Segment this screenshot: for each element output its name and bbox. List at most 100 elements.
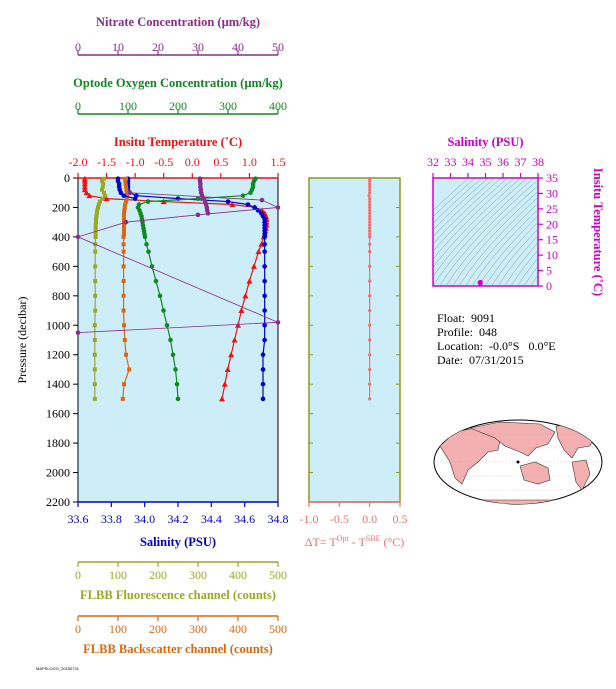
ts-y-tick-label: 35 (546, 171, 558, 185)
sigma-contour-line (433, 178, 528, 277)
delta-t-panel: -1.0 -0.5 0.0 0.5 ΔT= TOpt - TSBE (°C) (300, 177, 408, 549)
dt-point (368, 294, 372, 298)
backscatter-point (122, 205, 127, 210)
ts-y-tick-label: 15 (546, 233, 558, 247)
fluorescence-point (93, 229, 98, 234)
sigma-contour-line (471, 209, 538, 286)
profile-line: Profile: 048 (437, 325, 497, 340)
backscatter-point (121, 279, 126, 284)
nitrate-spikes-point (75, 234, 81, 240)
fluorescence-point (93, 293, 98, 298)
sigma-contour-line (465, 203, 538, 286)
salinity-point (225, 199, 231, 204)
fluorescence-point (93, 231, 98, 236)
salinity-point (260, 367, 266, 372)
fluorescence-point (102, 176, 106, 181)
salinity-tick-label: 34.0 (134, 512, 155, 526)
backscatter-tick-label: 300 (189, 622, 207, 636)
south-america-shape (571, 459, 591, 491)
dt-axis-title-part: - T (349, 535, 367, 549)
temperature-tick-label: 1.5 (271, 155, 286, 169)
ts-x-tick-label: 36 (497, 155, 509, 169)
dt-point (368, 188, 372, 192)
sigma-contour-line (563, 170, 616, 286)
dt-tick-label: 0.0 (362, 512, 377, 526)
fluorescence-point (96, 205, 100, 210)
dt-point (368, 226, 372, 230)
oxygen-point (248, 190, 253, 196)
oxygen-point (144, 241, 149, 247)
nitrate-tick-label: 50 (272, 40, 284, 54)
fluorescence-point (92, 338, 97, 342)
pressure-axis-label: Pressure (decibar) (15, 297, 29, 384)
fluorescence-tick-label: 100 (109, 568, 127, 582)
backscatter-point (121, 264, 126, 269)
nitrate-spikes-point (275, 320, 281, 325)
dt-point (368, 242, 372, 246)
sigma-contour-line (439, 179, 538, 286)
pressure-tick-label: 2200 (46, 495, 70, 509)
temperature-point (83, 189, 90, 196)
dt-point (368, 279, 372, 283)
backscatter-point (121, 234, 126, 239)
plot-area (77, 177, 279, 503)
dt-point (368, 205, 372, 210)
fluorescence-point (94, 217, 98, 222)
nitrate-point (205, 211, 211, 216)
oxygen-point (146, 249, 151, 254)
sigma-contour-line (433, 178, 515, 260)
location-value: -0.0°S 0.0°E (488, 339, 556, 353)
blueseg-point (121, 193, 127, 198)
sigma-contour-line (557, 170, 616, 286)
fluorescence-point (93, 226, 98, 231)
backscatter-point (121, 249, 126, 254)
pressure-tick-label: 800 (52, 289, 70, 303)
world-map (433, 419, 603, 505)
fluorescence-tick-label: 500 (269, 568, 287, 582)
temperature-tick-label: 1.0 (242, 155, 257, 169)
dt-point (368, 367, 372, 372)
temperature-axis-title: Insitu Temperature (˚C) (114, 135, 242, 149)
backscatter-point (123, 178, 128, 183)
backscatter-point (122, 338, 127, 342)
dt-point (368, 235, 372, 239)
backscatter-point (122, 226, 126, 231)
fluorescence-point (96, 202, 101, 207)
temperature-tick-label: 0.5 (213, 155, 228, 169)
nitrate-tick-label: 20 (152, 40, 164, 54)
date-value: 07/31/2015 (469, 353, 524, 367)
footer-code: MAPSLOGO_20150731 (36, 666, 79, 671)
nitrate-spikes-point (123, 219, 129, 225)
antarctica-shape (449, 499, 591, 504)
ts-y-tick-label: 30 (546, 186, 558, 200)
dt-point (368, 264, 372, 268)
dt-point (368, 211, 372, 215)
ts-x-tick-label: 34 (462, 155, 474, 169)
nitrate-spikes-line (76, 192, 280, 334)
fluorescence-point (94, 220, 98, 225)
oxygen-point (161, 308, 166, 313)
fluorescence-point (100, 196, 104, 201)
pressure-tick-label: 200 (52, 200, 70, 214)
salinity-point (252, 205, 257, 210)
temperature-point (228, 351, 235, 358)
nitrate-spikes-point (275, 205, 281, 210)
backscatter-tick-label: 500 (269, 622, 287, 636)
fluorescence-point (92, 382, 97, 387)
sigma-contour-line (433, 178, 535, 286)
date-label: Date: (437, 353, 463, 367)
backscatter-point (122, 223, 126, 228)
dt-axis-title-part: (°C) (380, 535, 404, 549)
float-id: 9091 (471, 311, 496, 325)
oxygen-point (145, 199, 151, 204)
temperature-point (160, 198, 167, 205)
temperature-point (86, 192, 93, 199)
backscatter-point (121, 242, 126, 247)
oxygen-point (164, 322, 170, 328)
backscatter-point (122, 229, 126, 234)
sigma-contour-line (433, 178, 489, 231)
salinity-point (262, 249, 267, 254)
nitrate-spikes-point (75, 330, 81, 335)
backscatter-point (122, 217, 126, 222)
dt-axis-title: ΔT= TOpt - TSBE (°C) (305, 534, 405, 549)
